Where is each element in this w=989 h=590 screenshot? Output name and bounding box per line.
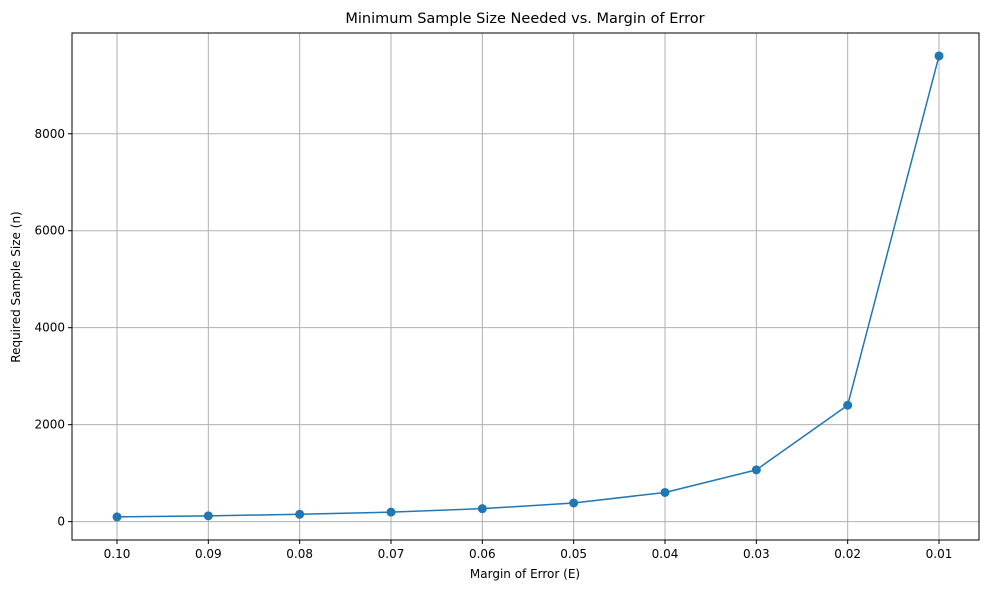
x-tick-label: 0.01 [926, 547, 953, 561]
data-point [386, 507, 396, 517]
y-tick-label: 4000 [34, 321, 65, 335]
x-tick-label: 0.02 [834, 547, 861, 561]
data-point [751, 465, 761, 475]
y-tick-label: 8000 [34, 127, 65, 141]
data-point [477, 504, 487, 514]
y-axis-ticks: 0 2000 4000 6000 8000 [34, 127, 72, 529]
plot-area-background [72, 33, 979, 540]
x-tick-label: 0.10 [104, 547, 131, 561]
data-point [569, 498, 579, 508]
x-tick-label: 0.04 [652, 547, 679, 561]
plot-frame [71, 32, 980, 541]
x-tick-label: 0.03 [743, 547, 770, 561]
data-point [203, 511, 213, 521]
series [112, 51, 944, 522]
data-point [934, 51, 944, 61]
x-tick-label: 0.09 [195, 547, 222, 561]
x-tick-label: 0.08 [286, 547, 313, 561]
grid [72, 33, 979, 540]
data-point [295, 509, 305, 519]
y-tick-label: 6000 [34, 224, 65, 238]
data-point [843, 400, 853, 410]
y-tick-label: 0 [57, 515, 65, 529]
x-axis-ticks: 0.10 0.09 0.08 0.07 0.06 0.05 0.04 0.03 0.02 0.01 [104, 540, 953, 561]
y-tick-label: 2000 [34, 418, 65, 432]
x-tick-label: 0.07 [378, 547, 405, 561]
x-axis-label: Margin of Error (E) [470, 567, 580, 581]
x-tick-label: 0.06 [469, 547, 496, 561]
chart-title: Minimum Sample Size Needed vs. Margin of… [345, 11, 704, 27]
y-axis-label: Required Sample Size (n) [9, 211, 23, 362]
series-line [116, 55, 940, 518]
data-point [112, 512, 122, 522]
data-point [660, 487, 670, 497]
x-tick-label: 0.05 [560, 547, 587, 561]
